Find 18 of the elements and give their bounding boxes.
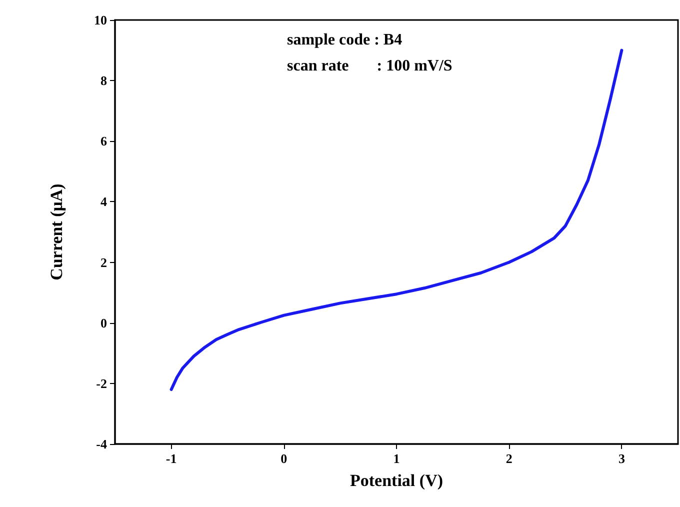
y-tick-label: 4 — [100, 194, 108, 210]
y-tick-label: 6 — [100, 134, 108, 149]
y-tick-label: -2 — [96, 376, 107, 391]
y-tick-label: 8 — [100, 73, 108, 88]
annotation: sample code : B4 — [287, 32, 402, 48]
annotation: scan rate : 100 mV/S — [287, 58, 452, 74]
x-axis-title: Potential (V) — [350, 471, 444, 490]
x-tick-label: 3 — [618, 451, 626, 466]
line-series — [170, 48, 624, 391]
x-tick-label: 0 — [280, 451, 288, 466]
x-tick-label: 2 — [506, 451, 512, 466]
y-tick-label: -4 — [96, 436, 108, 452]
y-axis-title: Current (μA) — [47, 184, 66, 280]
y-tick-label: 10 — [94, 12, 107, 28]
x-tick-label: 1 — [393, 451, 400, 466]
y-tick-label: 2 — [100, 254, 107, 270]
x-tick-label: -1 — [166, 451, 177, 466]
y-tick-label: 0 — [100, 315, 107, 330]
